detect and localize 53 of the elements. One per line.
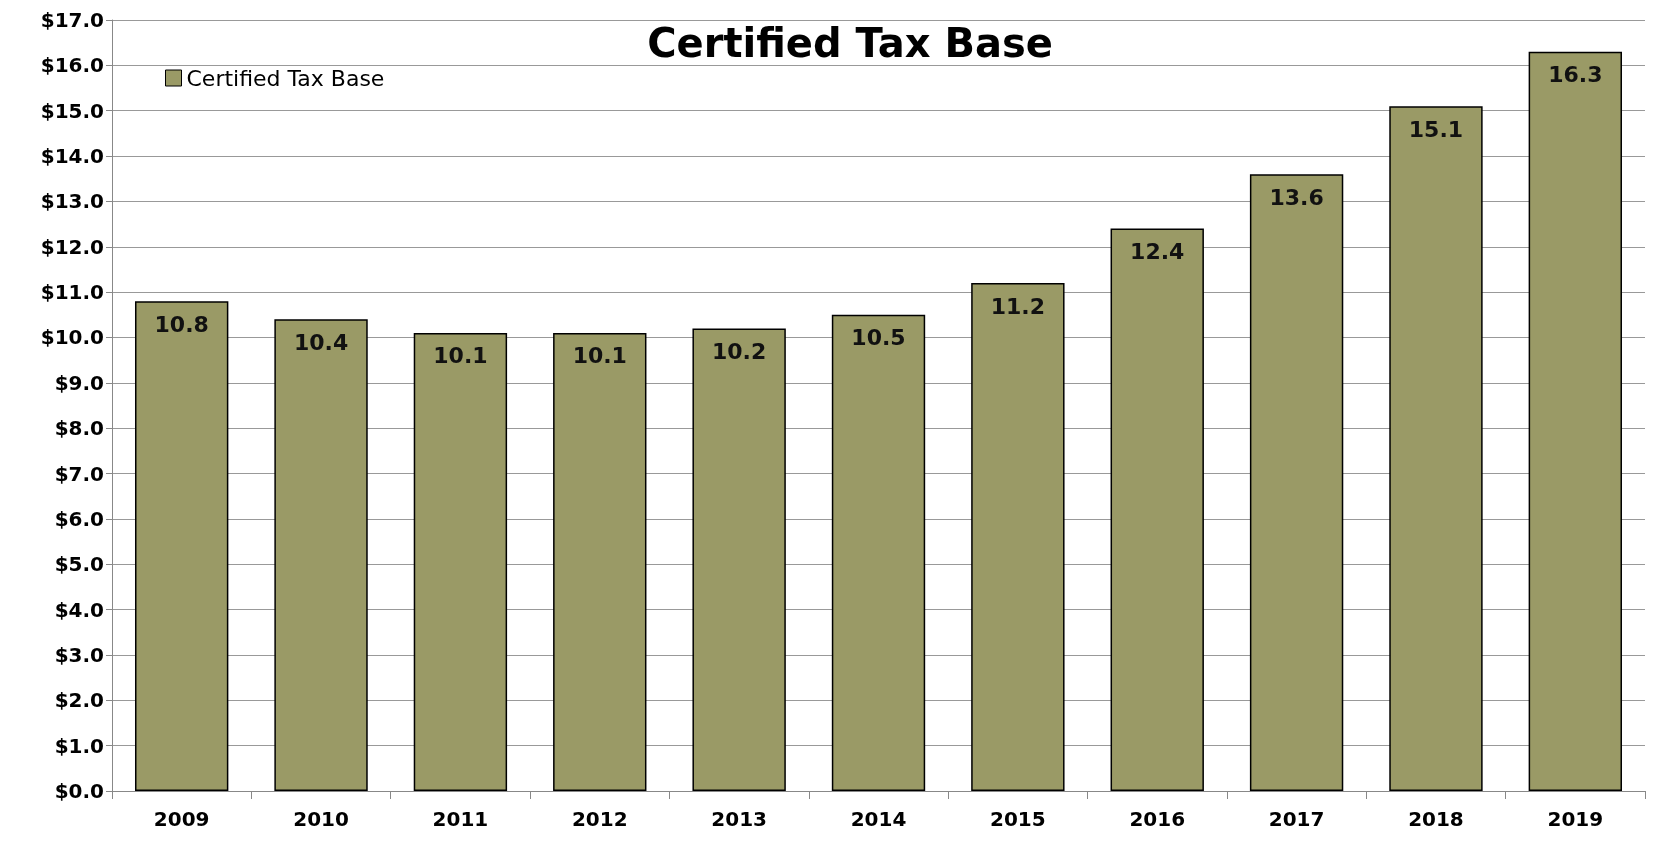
y-tick-label: $2.0: [54, 688, 104, 713]
x-tick-label: 2019: [1547, 807, 1604, 831]
bar: [1110, 228, 1204, 791]
x-tick-label: 2012: [571, 807, 628, 831]
y-tick-label: $13.0: [40, 189, 104, 214]
x-tick-label: 2016: [1129, 807, 1186, 831]
y-tick-label: $8.0: [54, 416, 104, 441]
data-label: 10.2: [712, 338, 767, 364]
bar: [1389, 106, 1483, 791]
y-tick-label: $7.0: [54, 461, 104, 486]
data-label: 13.6: [1269, 184, 1324, 210]
bar: [274, 319, 368, 791]
x-tick-label: 2011: [432, 807, 489, 831]
y-tick-label: $0.0: [54, 779, 104, 803]
y-tick-label: $15.0: [40, 98, 104, 123]
bar: [1528, 51, 1623, 791]
bar: [692, 328, 786, 791]
y-tick-label: $5.0: [54, 552, 104, 577]
legend-label: Certified Tax Base: [186, 65, 385, 91]
data-label: 15.1: [1408, 116, 1464, 142]
y-tick-label: $12.0: [40, 234, 104, 259]
bar: [413, 332, 508, 791]
x-tick-label: 2017: [1268, 807, 1325, 831]
data-label: 10.8: [154, 311, 209, 337]
y-tick-label: $3.0: [54, 642, 104, 667]
x-tick-label: 2018: [1408, 807, 1464, 831]
y-tick-label: $11.0: [40, 280, 104, 305]
x-tick-label: 2013: [711, 807, 767, 831]
bar: [1249, 174, 1344, 791]
y-tick-label: $14.0: [40, 144, 104, 169]
chart-title: Certified Tax Base: [647, 20, 1053, 66]
data-label: 16.3: [1548, 62, 1603, 88]
x-tick-label: 2010: [293, 807, 349, 831]
y-tick-label: $16.0: [40, 53, 104, 78]
bar: [831, 314, 926, 791]
bar: [135, 301, 229, 791]
data-label: 10.1: [572, 343, 627, 369]
y-tick-label: $9.0: [54, 370, 104, 395]
data-label: 10.4: [293, 329, 349, 355]
data-label: 10.5: [851, 325, 906, 351]
data-label: 10.1: [433, 343, 488, 369]
y-tick-label: $6.0: [54, 506, 104, 531]
y-tick-label: $10.0: [40, 325, 104, 350]
x-tick-label: 2009: [153, 807, 210, 831]
bar: [971, 283, 1065, 791]
y-tick-label: $1.0: [54, 733, 104, 758]
y-tick-label: $4.0: [54, 597, 104, 622]
y-tick-label: $17.0: [40, 8, 104, 32]
x-tick-label: 2015: [990, 807, 1046, 831]
x-tick-label: 2014: [850, 807, 907, 831]
data-label: 12.4: [1130, 239, 1185, 265]
data-label: 11.2: [990, 293, 1045, 319]
bar: [553, 332, 647, 791]
